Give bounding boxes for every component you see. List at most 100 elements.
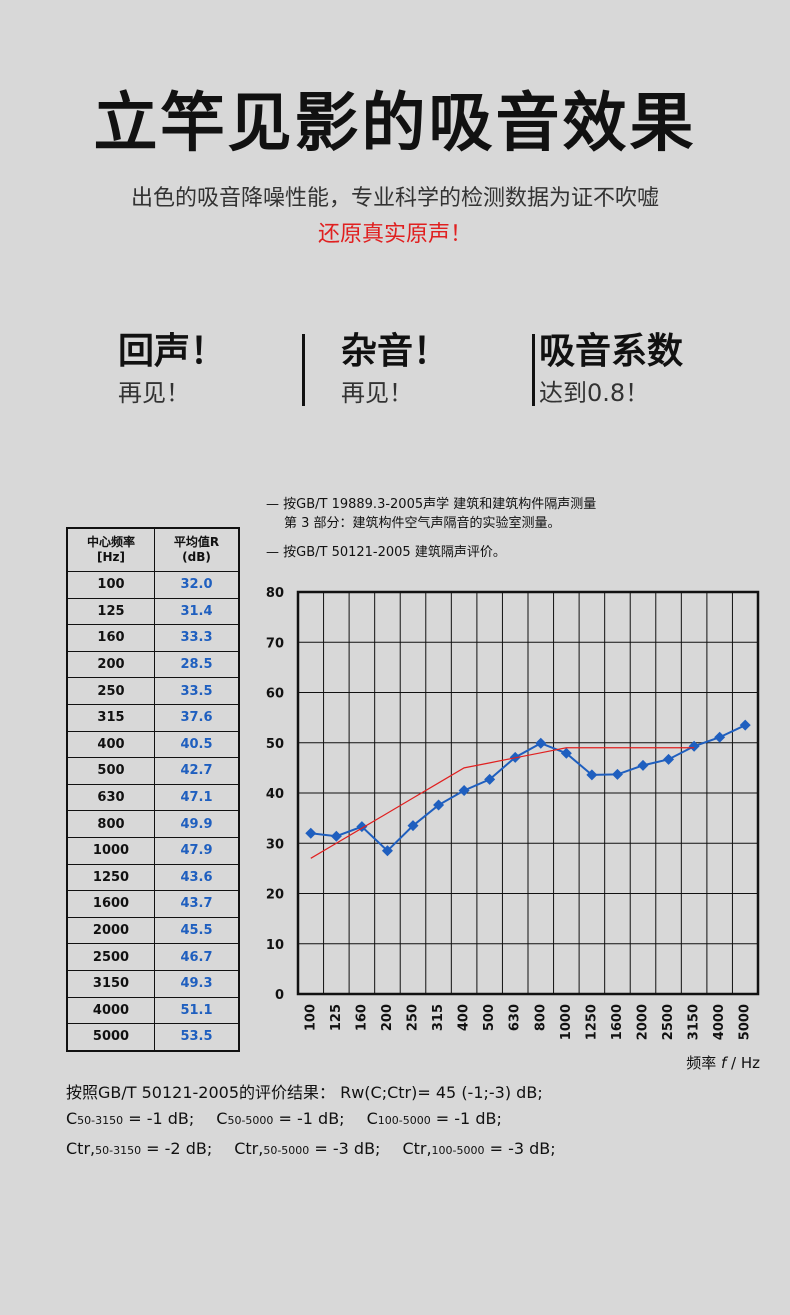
value-cell: 42.7 xyxy=(154,757,240,785)
result-prefix: Ctr, xyxy=(234,1139,264,1158)
x-tick-label: 2000 xyxy=(636,1004,651,1040)
result-prefix: C xyxy=(216,1109,228,1128)
result-value: = -1 dB; xyxy=(273,1109,345,1128)
table-header-average: 平均值R (dB) xyxy=(154,527,240,572)
data-point-marker xyxy=(714,731,726,743)
table-row: 125 31.4 xyxy=(66,597,240,626)
x-tick-label: 3150 xyxy=(687,1004,702,1040)
table-header-frequency: 中心频率 [Hz] xyxy=(66,527,155,572)
header-line: 中心频率 xyxy=(86,535,135,549)
feature-title: 吸音系数 xyxy=(539,331,684,372)
x-tick-label: 630 xyxy=(508,1004,523,1031)
data-point-marker xyxy=(560,747,572,759)
table-row: 250 33.5 xyxy=(66,677,240,705)
value-cell: 47.9 xyxy=(154,836,240,865)
y-tick-label: 70 xyxy=(266,636,284,651)
result-value: = -3 dB; xyxy=(484,1139,556,1158)
result-prefix: C xyxy=(66,1109,78,1128)
result-subscript: 50-5000 xyxy=(227,1114,274,1127)
x-axis-label: 频率 f / Hz xyxy=(686,1054,760,1072)
value-cell: 33.5 xyxy=(154,677,240,705)
feature-echo: 回声！ 再见！ xyxy=(118,332,226,408)
frequency-cell: 125 xyxy=(66,597,155,626)
x-tick-label: 160 xyxy=(354,1004,369,1031)
table-row: 200 28.5 xyxy=(66,650,240,679)
value-cell: 43.7 xyxy=(154,890,240,918)
y-tick-label: 30 xyxy=(266,837,284,852)
legend-line-2: 第 3 部分：建筑构件空气声隔音的实验室测量。 xyxy=(284,516,561,531)
table-row: 315 37.6 xyxy=(66,703,240,732)
result-subscript: 50-3150 xyxy=(95,1144,142,1157)
result-value: = -2 dB; xyxy=(141,1139,213,1158)
data-point-marker xyxy=(381,845,393,857)
result-line-2: C50-3150 = -1 dB; C50-5000 = -1 dB; C100-5… xyxy=(66,1109,524,1128)
frequency-cell: 1250 xyxy=(66,863,155,892)
data-point-marker xyxy=(739,719,751,731)
headline: 立竿见影的吸音效果 xyxy=(93,87,697,161)
feature-subtitle: 再见！ xyxy=(341,379,413,407)
x-tick-label: 315 xyxy=(431,1004,446,1031)
value-cell: 47.1 xyxy=(154,783,240,812)
frequency-cell: 315 xyxy=(66,703,155,732)
frequency-response-chart: 0 10 20 30 40 50 60 70 80 100 125 160 200 250 315 400 50… xyxy=(266,586,760,1072)
value-cell: 37.6 xyxy=(154,703,240,732)
x-tick-label: 4000 xyxy=(712,1004,727,1040)
data-point-marker xyxy=(407,820,419,832)
result-subscript: 50-3150 xyxy=(77,1114,124,1127)
value-cell: 45.5 xyxy=(154,916,240,945)
frequency-cell: 2500 xyxy=(66,943,155,971)
x-tick-label: 1000 xyxy=(559,1004,574,1040)
data-point-marker xyxy=(330,830,342,842)
x-tick-label: 125 xyxy=(329,1004,344,1031)
table-row: 2000 45.5 xyxy=(66,916,240,945)
table-row: 1250 43.6 xyxy=(66,863,240,892)
subtitle: 出色的吸音降噪性能，专业科学的检测数据为证不吹嘘 xyxy=(130,186,659,211)
frequency-table: 中心频率 [Hz] 平均值R (dB) 100 32.0 125 31.4 160 33.… xyxy=(66,527,240,1052)
value-cell: 46.7 xyxy=(154,943,240,971)
x-tick-label: 200 xyxy=(380,1004,395,1031)
x-axis-label-prefix: 频率 xyxy=(686,1054,721,1072)
header-line: 平均值R xyxy=(173,535,220,549)
result-prefix: Ctr, xyxy=(66,1139,96,1158)
x-tick-label: 100 xyxy=(303,1004,318,1031)
frequency-cell: 630 xyxy=(66,783,155,812)
result-item: C100-5000 = -1 dB; xyxy=(367,1109,502,1128)
x-axis-label-unit: / Hz xyxy=(726,1054,760,1072)
frequency-cell: 160 xyxy=(66,624,155,652)
legend-line-3: — 按GB/T 50121-2005 建筑隔声评价。 xyxy=(266,545,506,560)
x-tick-label: 250 xyxy=(406,1004,421,1031)
value-cell: 43.6 xyxy=(154,863,240,892)
result-prefix: C xyxy=(366,1109,378,1128)
feature-subtitle: 达到0.8！ xyxy=(539,379,650,407)
data-point-marker xyxy=(458,784,470,796)
divider xyxy=(302,334,305,406)
x-tick-label: 1250 xyxy=(584,1004,599,1040)
table-row: 800 49.9 xyxy=(66,810,240,838)
frequency-cell: 250 xyxy=(66,677,155,705)
table-row: 100 32.0 xyxy=(66,571,240,599)
table-row: 630 47.1 xyxy=(66,783,240,812)
table-row: 5000 53.5 xyxy=(66,1023,240,1052)
result-item: Ctr,100-5000 = -3 dB; xyxy=(402,1139,555,1158)
plot-frame xyxy=(296,590,760,996)
y-tick-label: 40 xyxy=(266,787,284,802)
table-row: 500 42.7 xyxy=(66,757,240,785)
table-row: 160 33.3 xyxy=(66,624,240,652)
header-line: (dB) xyxy=(182,550,211,564)
feature-title: 杂音！ xyxy=(341,331,450,372)
frequency-cell: 3150 xyxy=(66,969,155,998)
value-cell: 40.5 xyxy=(154,730,240,759)
feature-noise: 杂音！ 再见！ xyxy=(341,332,449,408)
x-tick-label: 5000 xyxy=(738,1004,753,1040)
value-cell: 49.9 xyxy=(154,810,240,838)
x-tick-label: 800 xyxy=(533,1004,548,1031)
feature-title: 回声！ xyxy=(118,331,227,372)
feature-coefficient: 吸音系数 达到0.8！ xyxy=(539,332,683,408)
result-value: = -1 dB; xyxy=(123,1109,195,1128)
y-tick-label: 80 xyxy=(266,586,284,601)
data-point-marker xyxy=(637,759,649,771)
header-line: [Hz] xyxy=(97,550,125,564)
value-cell: 32.0 xyxy=(154,571,240,599)
value-cell: 28.5 xyxy=(154,650,240,679)
frequency-cell: 4000 xyxy=(66,996,155,1025)
